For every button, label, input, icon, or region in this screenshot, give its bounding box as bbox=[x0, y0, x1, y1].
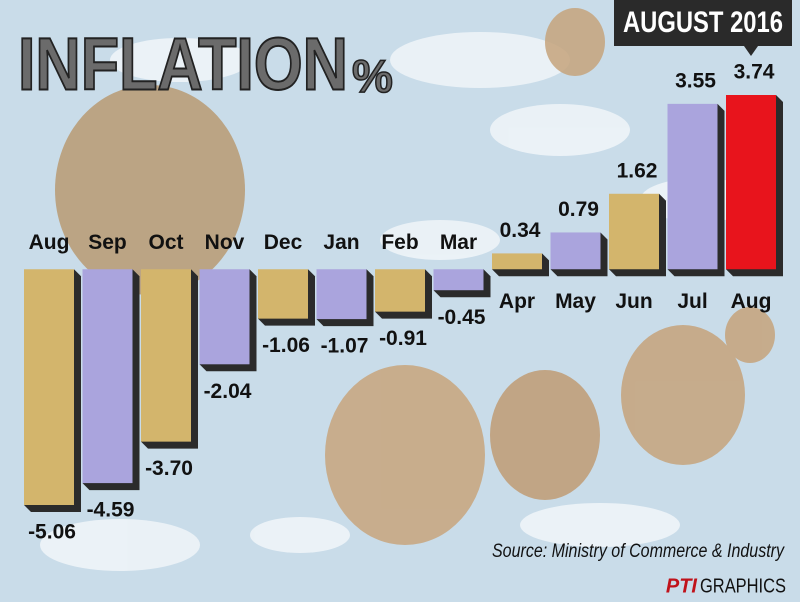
bar bbox=[24, 269, 74, 505]
bar bbox=[82, 269, 133, 484]
bar bbox=[258, 269, 308, 319]
bar bbox=[433, 269, 484, 291]
value-label: -1.07 bbox=[321, 335, 369, 358]
value-label: -5.06 bbox=[28, 521, 76, 544]
value-label: -1.06 bbox=[262, 334, 310, 357]
x-tick-label: Jun bbox=[615, 290, 652, 313]
value-label: -2.04 bbox=[204, 380, 252, 403]
value-label: -0.45 bbox=[438, 306, 486, 329]
credit-brand: PTI bbox=[666, 575, 698, 597]
x-tick-label: Jul bbox=[677, 290, 707, 313]
x-tick-label: May bbox=[555, 290, 596, 313]
x-tick-label: Sep bbox=[88, 231, 127, 254]
value-label: -3.70 bbox=[145, 457, 193, 480]
x-tick-label: Aug bbox=[731, 290, 772, 313]
title-unit: % bbox=[352, 50, 393, 102]
x-tick-label: Aug bbox=[29, 231, 70, 254]
bar bbox=[199, 269, 250, 365]
bars: Aug -5.06 Sep -4.59 Oct -3.70 Nov -2.04 Dec -1.06… bbox=[24, 61, 783, 544]
value-label: 3.74 bbox=[734, 61, 775, 84]
value-label: 1.62 bbox=[617, 159, 658, 182]
bar bbox=[550, 232, 601, 270]
value-label: -0.91 bbox=[379, 327, 427, 350]
bar bbox=[726, 95, 776, 270]
x-tick-label: Mar bbox=[440, 231, 477, 254]
bar bbox=[667, 103, 718, 270]
x-tick-label: Feb bbox=[381, 231, 418, 254]
x-tick-label: Jan bbox=[323, 231, 359, 254]
credit-text: GRAPHICS bbox=[700, 575, 786, 597]
chart-title: INFLATION bbox=[18, 23, 348, 106]
bar bbox=[316, 269, 367, 320]
badge-box bbox=[614, 0, 792, 46]
x-tick-label: Apr bbox=[499, 290, 535, 313]
value-label: -4.59 bbox=[87, 499, 135, 522]
x-tick-label: Dec bbox=[264, 231, 303, 254]
bar bbox=[141, 269, 191, 442]
badge-pointer bbox=[744, 46, 758, 56]
value-label: 0.79 bbox=[558, 198, 599, 221]
badge: AUGUST 2016 bbox=[623, 6, 783, 39]
value-label: 0.34 bbox=[500, 219, 541, 242]
x-tick-label: Nov bbox=[205, 231, 245, 254]
bar bbox=[609, 193, 659, 270]
x-tick-label: Oct bbox=[148, 231, 183, 254]
bar bbox=[492, 253, 542, 270]
source: Source: Ministry of Commerce & Industry bbox=[492, 541, 785, 562]
value-label: 3.55 bbox=[675, 69, 716, 92]
bar bbox=[375, 269, 425, 312]
